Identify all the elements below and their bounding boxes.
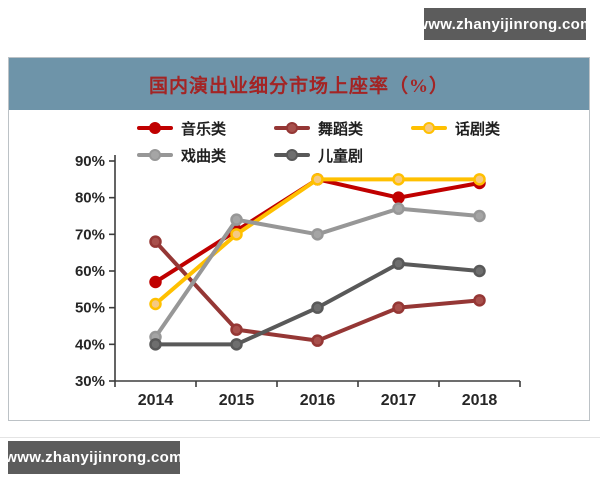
legend-marker-dot — [286, 149, 298, 161]
y-axis-tick-label: 90% — [75, 153, 105, 170]
data-point-marker — [473, 294, 486, 307]
legend-item: 音乐类 — [137, 116, 274, 140]
legend-line-swatch — [137, 149, 173, 161]
data-point-marker — [230, 213, 243, 226]
legend-marker-dot — [149, 122, 161, 134]
legend-label: 戏曲类 — [181, 147, 227, 165]
data-point-marker — [230, 338, 243, 351]
y-axis-tick-label: 30% — [75, 373, 105, 390]
data-point-marker — [473, 209, 486, 223]
data-point-marker — [149, 235, 162, 248]
y-axis-tick-label: 70% — [75, 226, 105, 243]
y-axis-tick-label: 40% — [75, 336, 105, 353]
data-point-marker — [311, 228, 324, 241]
y-axis-tick-label: 50% — [75, 300, 105, 317]
data-point-marker — [392, 202, 405, 215]
legend-line-swatch — [274, 149, 310, 161]
x-axis-tick-label: 2016 — [300, 392, 336, 409]
divider-line — [0, 437, 600, 438]
data-point-marker — [392, 301, 405, 314]
legend-item: 儿童剧 — [274, 143, 411, 167]
legend-marker-dot — [149, 149, 161, 161]
data-point-marker — [392, 191, 405, 204]
legend-marker-dot — [286, 122, 298, 134]
data-point-marker — [311, 173, 324, 186]
watermark-badge-top: www.zhanyijinrong.com — [416, 8, 593, 40]
data-point-marker — [149, 297, 162, 311]
legend-label: 话剧类 — [455, 120, 501, 138]
legend-label: 音乐类 — [181, 120, 227, 138]
data-point-marker — [392, 173, 405, 186]
series-line — [153, 239, 482, 343]
chart-title: 国内演出业细分市场上座率（%） — [148, 75, 449, 97]
data-point-marker — [230, 228, 243, 241]
watermark-text-top: www.zhanyijinrong.com — [416, 15, 594, 33]
line-chart: 30% 40% 50% 60% 70% 80% 90% 2014 2015 2016 2017 201… — [75, 153, 521, 409]
data-point-marker — [149, 275, 162, 289]
x-axis-tick-label: 2014 — [138, 392, 174, 409]
data-point-marker — [149, 338, 162, 351]
data-point-marker — [311, 334, 324, 347]
data-point-marker — [473, 264, 486, 278]
x-axis-tick-label: 2017 — [381, 392, 417, 409]
y-axis-tick-label: 60% — [75, 263, 105, 280]
chart-legend: 音乐类 舞蹈类 话剧类戏曲类 儿童剧 — [137, 116, 548, 167]
legend-item: 戏曲类 — [137, 143, 274, 167]
chart-title-bar: 国内演出业细分市场上座率（%） — [9, 58, 589, 110]
legend-line-swatch — [137, 122, 173, 134]
series-line — [153, 206, 482, 339]
legend-marker-dot — [423, 122, 435, 134]
legend-label: 儿童剧 — [318, 147, 364, 165]
legend-item: 话剧类 — [411, 116, 548, 140]
data-point-marker — [392, 257, 405, 270]
watermark-text-bottom: www.zhanyijinrong.com — [5, 449, 183, 466]
watermark-badge-bottom: www.zhanyijinrong.com — [5, 441, 183, 474]
data-point-marker — [230, 323, 243, 336]
x-axis-tick-label: 2018 — [462, 392, 498, 409]
chart-panel: 国内演出业细分市场上座率（%） 30% 40% 50% 60% 70% 80% 90% 201… — [8, 57, 590, 421]
y-axis-tick-label: 80% — [75, 190, 105, 207]
data-point-marker — [311, 301, 324, 314]
series-line — [153, 177, 482, 306]
legend-item: 舞蹈类 — [274, 116, 411, 140]
legend-line-swatch — [274, 122, 310, 134]
legend-label: 舞蹈类 — [318, 120, 364, 138]
x-axis-tick-label: 2015 — [219, 392, 255, 409]
data-point-marker — [473, 173, 486, 186]
legend-line-swatch — [411, 122, 447, 134]
